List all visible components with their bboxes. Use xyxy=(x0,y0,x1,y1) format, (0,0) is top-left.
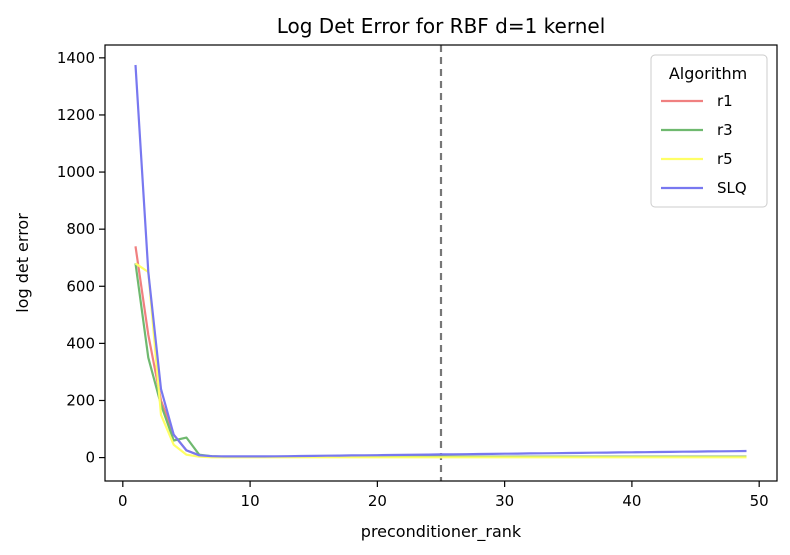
legend-items: r1 r3 r5 SLQ xyxy=(661,92,747,197)
y-tick-label: 600 xyxy=(66,277,95,295)
legend-label: r1 xyxy=(717,92,733,110)
y-tick-label: 1000 xyxy=(57,163,95,181)
y-tick-label: 200 xyxy=(66,391,95,409)
series-line-slq xyxy=(134,64,747,458)
axes-frame xyxy=(104,44,778,482)
x-tick-label: 30 xyxy=(495,492,514,510)
legend-box xyxy=(650,54,768,208)
series-lines xyxy=(134,64,747,459)
y-tick-label: 1200 xyxy=(57,106,95,124)
x-axis-label: preconditioner_rank xyxy=(361,522,522,542)
x-tick-label: 20 xyxy=(368,492,387,510)
y-axis-label: log det error xyxy=(13,213,32,313)
legend-label: r5 xyxy=(717,150,733,168)
x-tick-label: 50 xyxy=(750,492,769,510)
y-tick-label: 1400 xyxy=(57,49,95,67)
legend-label: r3 xyxy=(717,121,733,139)
x-tick-label: 0 xyxy=(118,492,128,510)
legend-title: Algorithm xyxy=(669,64,747,83)
y-tick-label: 0 xyxy=(85,449,95,467)
legend: Algorithm r1 r3 r5 SLQ xyxy=(650,54,768,208)
x-tick-label: 10 xyxy=(241,492,260,510)
y-tick-label: 400 xyxy=(66,334,95,352)
y-axis: 0 200 400 600 800 1000 1200 1400 xyxy=(57,49,105,467)
legend-label: SLQ xyxy=(717,179,747,197)
x-axis: 0 10 20 30 40 50 xyxy=(118,481,769,510)
y-tick-label: 800 xyxy=(66,220,95,238)
chart-title: Log Det Error for RBF d=1 kernel xyxy=(277,14,606,38)
x-tick-label: 40 xyxy=(622,492,641,510)
